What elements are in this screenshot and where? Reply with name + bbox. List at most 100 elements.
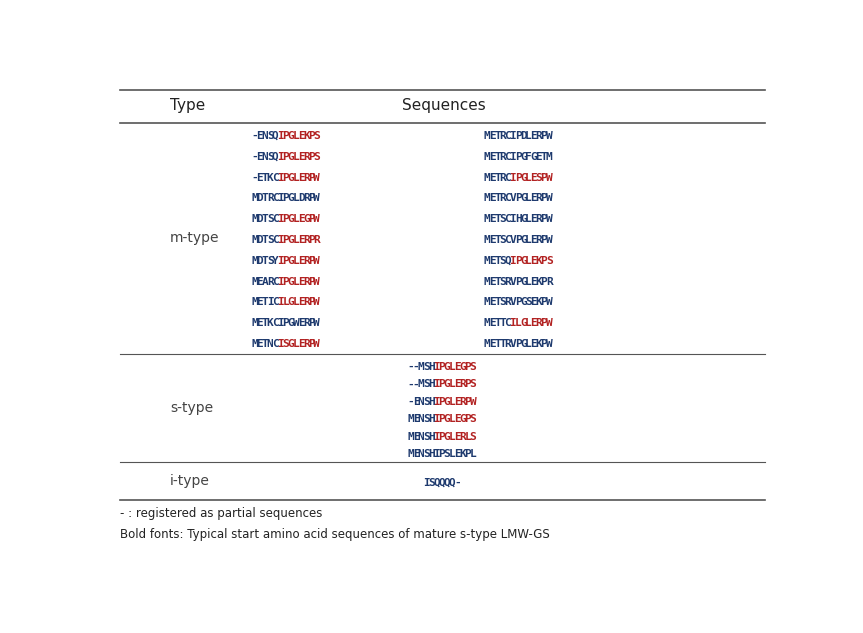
- Text: S: S: [423, 432, 430, 442]
- Text: W: W: [545, 298, 552, 308]
- Text: S: S: [423, 397, 430, 407]
- Text: K: K: [303, 131, 310, 141]
- Text: T: T: [494, 173, 501, 182]
- Text: T: T: [494, 235, 501, 245]
- Text: L: L: [293, 173, 299, 182]
- Text: Q: Q: [504, 256, 511, 266]
- Text: P: P: [514, 256, 521, 266]
- Text: M: M: [484, 173, 490, 182]
- Text: E: E: [298, 173, 305, 182]
- Text: I: I: [509, 173, 516, 182]
- Text: E: E: [298, 152, 305, 162]
- Text: E: E: [489, 194, 495, 203]
- Text: S: S: [267, 235, 274, 245]
- Text: G: G: [287, 152, 294, 162]
- Text: T: T: [261, 214, 268, 224]
- Text: N: N: [418, 449, 425, 459]
- Text: I: I: [277, 318, 284, 328]
- Text: C: C: [272, 277, 279, 287]
- Text: P: P: [282, 152, 289, 162]
- Text: P: P: [308, 152, 315, 162]
- Text: I: I: [509, 256, 516, 266]
- Text: W: W: [293, 318, 299, 328]
- Text: M: M: [407, 414, 414, 424]
- Text: R: R: [303, 298, 310, 308]
- Text: S: S: [267, 214, 274, 224]
- Text: L: L: [449, 362, 456, 372]
- Text: C: C: [272, 173, 279, 182]
- Text: T: T: [261, 298, 268, 308]
- Text: E: E: [489, 131, 495, 141]
- Text: Q: Q: [272, 131, 279, 141]
- Text: E: E: [454, 449, 461, 459]
- Text: M: M: [251, 339, 258, 349]
- Text: T: T: [494, 214, 501, 224]
- Text: Bold fonts: Typical start amino acid sequences of mature s-type LMW-GS: Bold fonts: Typical start amino acid seq…: [119, 528, 549, 541]
- Text: T: T: [261, 235, 268, 245]
- Text: P: P: [308, 339, 315, 349]
- Text: T: T: [494, 339, 501, 349]
- Text: P: P: [540, 235, 547, 245]
- Text: Y: Y: [272, 256, 279, 266]
- Text: H: H: [428, 379, 435, 389]
- Text: E: E: [489, 277, 495, 287]
- Text: C: C: [504, 194, 511, 203]
- Text: P: P: [464, 379, 471, 389]
- Text: R: R: [504, 298, 511, 308]
- Text: L: L: [293, 298, 299, 308]
- Text: R: R: [303, 339, 310, 349]
- Text: I: I: [277, 173, 284, 182]
- Text: L: L: [449, 432, 456, 442]
- Text: P: P: [438, 449, 445, 459]
- Text: I: I: [433, 432, 440, 442]
- Text: L: L: [282, 298, 289, 308]
- Text: L: L: [293, 256, 299, 266]
- Text: S: S: [313, 131, 320, 141]
- Text: S: S: [500, 277, 506, 287]
- Text: I: I: [423, 477, 430, 487]
- Text: W: W: [545, 194, 552, 203]
- Text: R: R: [267, 277, 274, 287]
- Text: G: G: [520, 214, 526, 224]
- Text: C: C: [504, 131, 511, 141]
- Text: E: E: [489, 152, 495, 162]
- Text: P: P: [282, 173, 289, 182]
- Text: I: I: [277, 131, 284, 141]
- Text: G: G: [444, 432, 450, 442]
- Text: G: G: [287, 235, 294, 245]
- Text: P: P: [514, 277, 521, 287]
- Text: m-type: m-type: [170, 232, 219, 246]
- Text: T: T: [494, 194, 501, 203]
- Text: V: V: [509, 235, 516, 245]
- Text: T: T: [494, 152, 501, 162]
- Text: I: I: [277, 298, 284, 308]
- Text: L: L: [525, 277, 532, 287]
- Text: P: P: [540, 194, 547, 203]
- Text: S: S: [469, 362, 476, 372]
- Text: E: E: [530, 214, 537, 224]
- Text: G: G: [287, 173, 294, 182]
- Text: S: S: [545, 256, 552, 266]
- Text: I: I: [277, 256, 284, 266]
- Text: P: P: [540, 277, 547, 287]
- Text: E: E: [489, 339, 495, 349]
- Text: P: P: [514, 173, 521, 182]
- Text: C: C: [504, 318, 511, 328]
- Text: W: W: [313, 173, 320, 182]
- Text: M: M: [251, 298, 258, 308]
- Text: E: E: [454, 397, 461, 407]
- Text: P: P: [514, 131, 521, 141]
- Text: I: I: [277, 214, 284, 224]
- Text: M: M: [484, 339, 490, 349]
- Text: W: W: [313, 214, 320, 224]
- Text: E: E: [489, 298, 495, 308]
- Text: Q: Q: [438, 477, 445, 487]
- Text: - : registered as partial sequences: - : registered as partial sequences: [119, 507, 322, 520]
- Text: M: M: [545, 152, 552, 162]
- Text: W: W: [313, 339, 320, 349]
- Text: P: P: [514, 298, 521, 308]
- Text: R: R: [535, 318, 542, 328]
- Text: -: -: [413, 362, 419, 372]
- Text: G: G: [520, 318, 526, 328]
- Text: A: A: [261, 277, 268, 287]
